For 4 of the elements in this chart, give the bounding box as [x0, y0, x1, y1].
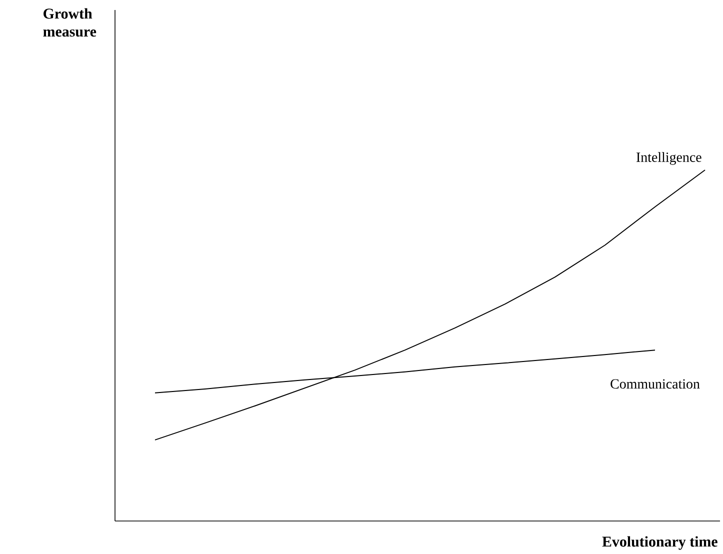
series-label: Communication	[610, 379, 700, 389]
text: Growth measure	[43, 8, 96, 37]
x-axis-title: Evolutionary time	[602, 536, 718, 550]
series-label: Intelligence	[636, 152, 702, 165]
